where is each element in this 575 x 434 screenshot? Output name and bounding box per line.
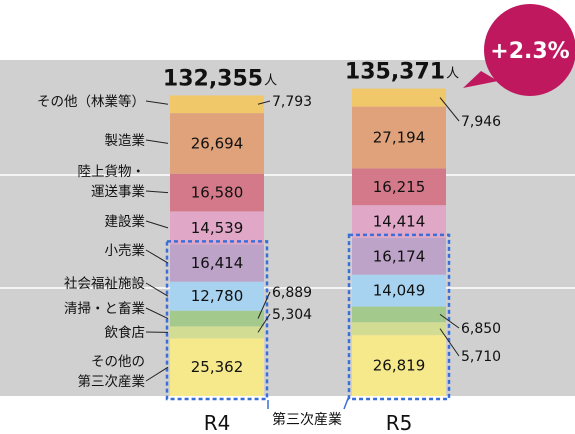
bar-segment bbox=[170, 281, 264, 311]
total-unit: 人 bbox=[446, 67, 459, 82]
group-connector bbox=[343, 395, 350, 410]
bar-segment bbox=[352, 88, 446, 107]
bar-segment bbox=[352, 306, 446, 323]
total-unit: 人 bbox=[264, 73, 277, 88]
bar-segment bbox=[352, 205, 446, 238]
data-label: 16,580 bbox=[191, 184, 244, 202]
data-label: 5,710 bbox=[461, 349, 501, 365]
bar-segment bbox=[352, 168, 446, 206]
series-label: 第三次産業 bbox=[78, 373, 146, 390]
badge-circle bbox=[484, 4, 575, 96]
badge-pointer bbox=[463, 71, 498, 88]
data-label: 16,215 bbox=[373, 178, 426, 196]
data-label: 16,414 bbox=[191, 254, 244, 272]
data-label: 6,889 bbox=[272, 285, 312, 301]
leader-line bbox=[145, 366, 169, 382]
growth-text: +2.3% bbox=[490, 39, 569, 64]
bar-segment bbox=[352, 335, 446, 396]
leader-line bbox=[145, 100, 169, 105]
series-label: 社会福祉施設 bbox=[64, 276, 145, 292]
data-label: 26,819 bbox=[373, 357, 426, 375]
bar-segment bbox=[352, 106, 446, 169]
leader-line bbox=[145, 249, 169, 264]
bar-segment bbox=[170, 244, 264, 282]
data-label: 14,049 bbox=[373, 282, 426, 300]
bar-segment bbox=[170, 310, 264, 327]
total-label: 135,371 bbox=[345, 60, 445, 85]
bar-segment bbox=[170, 173, 264, 212]
total-label: 132,355 bbox=[163, 66, 263, 91]
series-label: 建設業 bbox=[105, 214, 146, 230]
data-label: 6,850 bbox=[461, 321, 501, 337]
series-label: 陸上貨物・ bbox=[78, 163, 146, 180]
plot-band bbox=[0, 60, 575, 396]
bar-segment bbox=[352, 274, 446, 307]
bar-segment bbox=[170, 338, 264, 396]
leader-line bbox=[439, 313, 460, 329]
series-label: 清掃・と畜業 bbox=[64, 300, 145, 317]
leader-line bbox=[145, 282, 169, 297]
leader-line bbox=[145, 139, 169, 144]
series-label: 小売業 bbox=[105, 243, 146, 259]
series-label: その他（林業等） bbox=[37, 93, 145, 110]
leader-line bbox=[257, 100, 271, 105]
labels: 25,362 26,819 12,780 14,049 16,414 16,174 14,5… bbox=[37, 60, 501, 434]
leader-lines bbox=[145, 97, 460, 410]
group-label: 第三次産業 bbox=[272, 411, 342, 428]
leader-line bbox=[145, 220, 169, 229]
series-label: 飲食店 bbox=[105, 324, 146, 341]
data-label: 7,946 bbox=[461, 114, 501, 130]
leader-line bbox=[439, 328, 460, 357]
data-label: 14,414 bbox=[373, 213, 426, 231]
data-label: 16,174 bbox=[373, 247, 426, 265]
bar-segment bbox=[170, 211, 264, 245]
data-label: 25,362 bbox=[191, 358, 244, 376]
data-label: 5,304 bbox=[272, 307, 312, 323]
leader-line bbox=[145, 190, 169, 194]
data-label: 26,694 bbox=[191, 134, 244, 152]
data-label: 14,539 bbox=[191, 219, 244, 237]
data-label: 27,194 bbox=[373, 128, 426, 146]
leader-line bbox=[439, 97, 460, 122]
series-label: その他の bbox=[91, 354, 145, 370]
group-box bbox=[165, 240, 269, 401]
bar-segment bbox=[170, 113, 264, 174]
series-label: 運送事業 bbox=[91, 184, 145, 200]
leader-line bbox=[257, 291, 271, 319]
data-label: 12,780 bbox=[191, 287, 244, 305]
leader-line bbox=[145, 307, 169, 319]
group-box bbox=[347, 233, 451, 401]
growth-badge: +2.3% bbox=[463, 4, 575, 96]
bar-segment bbox=[170, 326, 264, 339]
data-label: 7,793 bbox=[272, 94, 312, 110]
series-label: 製造業 bbox=[105, 133, 146, 149]
category-label: R5 bbox=[386, 411, 413, 434]
leader-line bbox=[257, 313, 271, 333]
plot-background bbox=[0, 60, 575, 396]
bar-segment bbox=[352, 322, 446, 336]
bar-segment bbox=[170, 95, 264, 114]
category-label: R4 bbox=[204, 411, 231, 434]
bar-segment bbox=[352, 237, 446, 275]
bars bbox=[170, 88, 446, 396]
third-industry-boxes bbox=[165, 233, 451, 401]
